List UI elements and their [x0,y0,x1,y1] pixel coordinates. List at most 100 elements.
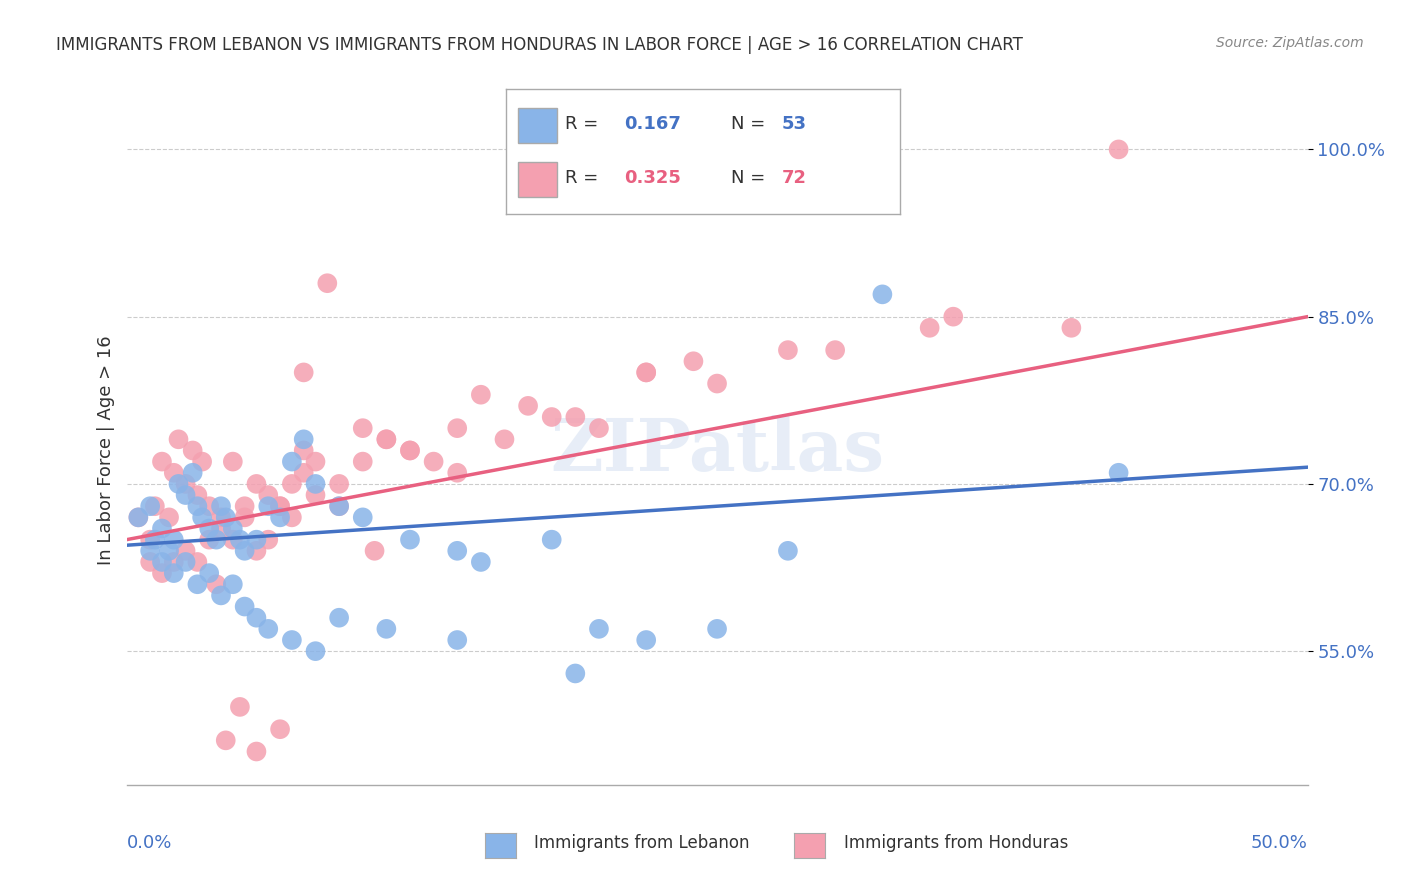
Point [316,276,339,290]
Point [174,543,197,558]
Point [706,622,728,636]
Text: 0.325: 0.325 [624,169,681,186]
Point [233,499,256,513]
Y-axis label: In Labor Force | Age > 16: In Labor Force | Age > 16 [97,335,115,566]
Point [257,533,280,547]
Point [304,476,326,491]
Point [229,533,252,547]
Point [186,499,208,513]
Point [191,510,214,524]
Point [191,454,214,468]
Point [269,722,291,736]
Point [776,343,799,357]
Point [209,589,232,603]
Point [1060,320,1083,334]
Point [186,488,208,502]
Point [233,510,256,524]
Text: IMMIGRANTS FROM LEBANON VS IMMIGRANTS FROM HONDURAS IN LABOR FORCE | AGE > 16 CO: IMMIGRANTS FROM LEBANON VS IMMIGRANTS FR… [56,36,1024,54]
Point [198,499,221,513]
Point [205,533,228,547]
Point [682,354,704,368]
Point [281,454,304,468]
Point [150,555,173,569]
Point [257,499,280,513]
Point [517,399,540,413]
Point [540,410,562,425]
Point [636,198,658,212]
Text: 0.167: 0.167 [624,115,681,133]
Point [872,287,894,301]
Point [446,421,468,435]
Point [139,533,162,547]
Point [269,510,291,524]
Point [245,533,267,547]
Point [215,733,238,747]
Point [352,510,374,524]
Point [363,543,385,558]
Point [304,488,326,502]
Point [181,466,204,480]
Point [222,577,245,591]
Bar [517,108,557,143]
Point [245,543,267,558]
Point [352,454,374,468]
Point [245,476,267,491]
Point [494,432,516,446]
Point [328,499,350,513]
Text: 0.0%: 0.0% [127,834,172,852]
Text: R =: R = [565,115,605,133]
Text: Source: ZipAtlas.com: Source: ZipAtlas.com [1216,36,1364,50]
Point [446,466,468,480]
Point [257,622,280,636]
Point [269,499,291,513]
Text: N =: N = [731,115,770,133]
Point [281,476,304,491]
Point [127,510,149,524]
Point [269,499,291,513]
Point [281,510,304,524]
Point [150,454,173,468]
Point [564,666,586,681]
Point [167,476,190,491]
Point [636,633,658,648]
Point [139,555,162,569]
Point [205,577,228,591]
Point [776,543,799,558]
Point [1108,466,1130,480]
Point [375,432,398,446]
Point [143,499,166,513]
Text: Immigrants from Honduras: Immigrants from Honduras [844,834,1069,852]
Point [150,566,173,580]
Point [564,410,586,425]
Point [375,432,398,446]
Point [233,599,256,614]
Point [292,466,315,480]
Point [292,432,315,446]
Point [422,454,444,468]
Point [167,432,190,446]
Point [245,744,267,758]
Point [281,633,304,648]
Point [139,543,162,558]
Point [446,543,468,558]
Point [588,421,610,435]
Point [222,533,245,547]
Text: 50.0%: 50.0% [1251,834,1308,852]
Point [163,555,186,569]
Point [222,454,245,468]
Point [186,555,208,569]
Point [446,633,468,648]
Point [209,521,232,535]
Point [143,533,166,547]
Point [375,622,398,636]
Point [139,499,162,513]
Point [233,543,256,558]
Point [942,310,965,324]
Text: N =: N = [731,169,770,186]
Point [163,566,186,580]
Point [706,376,728,391]
Point [163,466,186,480]
Point [245,610,267,624]
Point [198,533,221,547]
Point [399,533,422,547]
